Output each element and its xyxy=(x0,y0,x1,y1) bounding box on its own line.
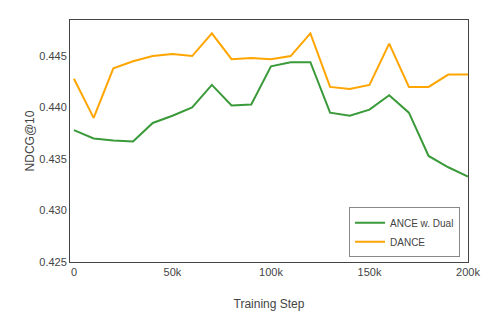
svg-text:0.435: 0.435 xyxy=(39,153,67,165)
svg-text:Training Step: Training Step xyxy=(234,297,305,311)
svg-text:0.445: 0.445 xyxy=(39,50,67,62)
svg-text:100k: 100k xyxy=(259,266,283,278)
svg-text:150k: 150k xyxy=(358,266,382,278)
svg-text:ANCE w. Dual: ANCE w. Dual xyxy=(390,218,453,229)
svg-text:0: 0 xyxy=(71,266,77,278)
svg-text:50k: 50k xyxy=(164,266,182,278)
svg-text:DANCE: DANCE xyxy=(390,237,425,248)
svg-text:0.425: 0.425 xyxy=(39,256,67,268)
svg-text:200k: 200k xyxy=(456,266,480,278)
svg-text:0.440: 0.440 xyxy=(39,101,67,113)
svg-text:NDCG@10: NDCG@10 xyxy=(23,110,37,171)
svg-text:0.430: 0.430 xyxy=(39,204,67,216)
